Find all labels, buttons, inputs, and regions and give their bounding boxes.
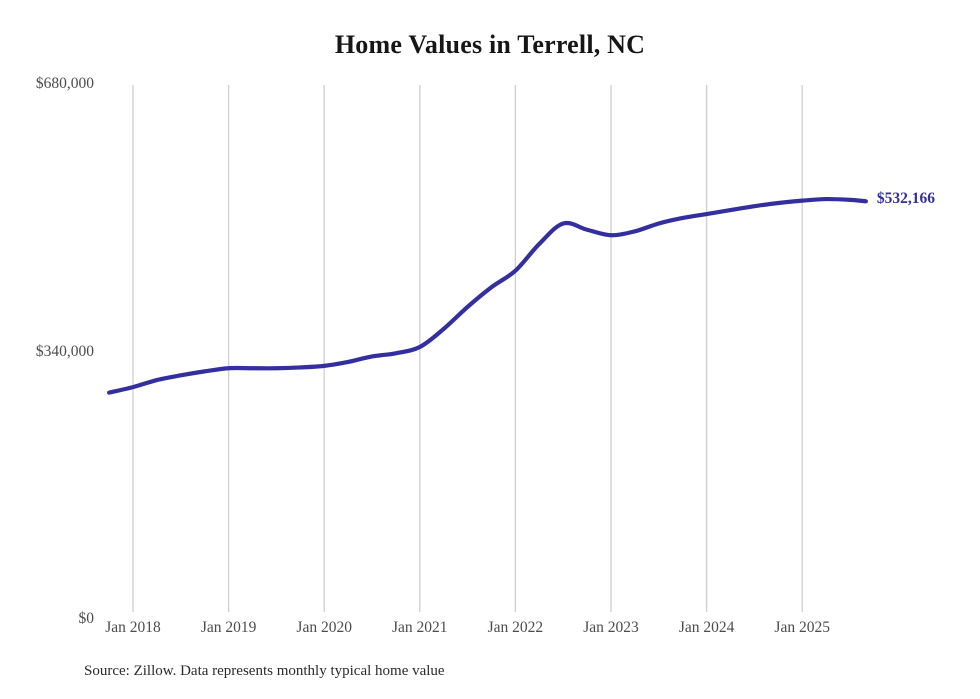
y-tick-label: $680,000: [35, 75, 94, 92]
x-tick-label: Jan 2021: [392, 619, 448, 636]
x-tick-label: Jan 2024: [678, 619, 735, 636]
y-tick-label: $340,000: [35, 342, 94, 360]
x-tick-label: Jan 2025: [774, 619, 830, 636]
gridlines: [132, 85, 803, 612]
source-note: Source: Zillow. Data represents monthly …: [84, 663, 445, 679]
x-tick-label: Jan 2022: [487, 619, 544, 636]
x-tick-label: Jan 2019: [200, 619, 257, 636]
y-tick-label: $0: [78, 610, 95, 627]
series-line: [107, 196, 869, 395]
chart-title: Home Values in Terrell, NC: [334, 30, 646, 59]
x-tick-label: Jan 2020: [296, 619, 352, 636]
x-tick-label: Jan 2023: [583, 619, 639, 636]
x-tick-label: Jan 2018: [105, 619, 161, 636]
end-value-label: $532,166: [876, 190, 936, 208]
